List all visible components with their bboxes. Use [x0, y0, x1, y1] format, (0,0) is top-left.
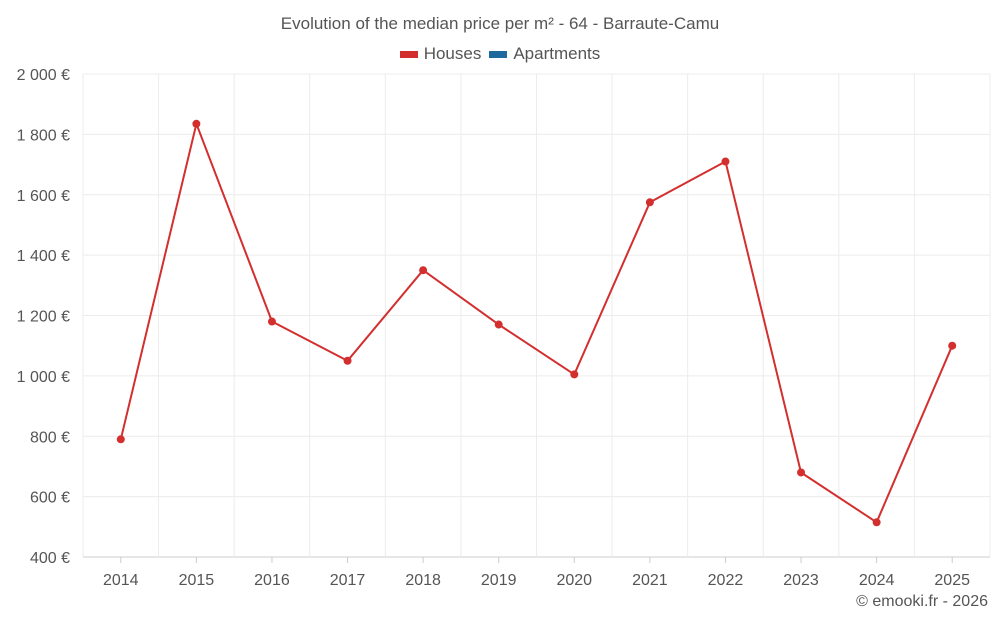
legend-label-apartments: Apartments — [513, 44, 601, 63]
data-point-houses — [192, 119, 201, 128]
y-tick-label: 1 800 € — [17, 127, 70, 144]
series-houses — [116, 119, 957, 527]
data-point-houses — [116, 435, 125, 444]
y-tick-label: 600 € — [30, 490, 70, 507]
legend-item-houses[interactable]: Houses — [399, 44, 482, 64]
chart-legend: Houses Apartments — [0, 44, 1000, 64]
data-point-houses — [948, 341, 957, 350]
x-tick-label: 2015 — [179, 572, 215, 589]
x-tick-label: 2019 — [481, 572, 517, 589]
x-tick-label: 2022 — [708, 572, 744, 589]
legend-swatch-apartments — [489, 50, 508, 58]
data-point-houses — [419, 266, 428, 275]
data-point-houses — [797, 468, 806, 477]
data-point-houses — [267, 317, 276, 326]
x-tick-label: 2016 — [254, 572, 290, 589]
data-point-houses — [494, 320, 503, 329]
x-tick-label: 2018 — [405, 572, 441, 589]
footer-credit: © emooki.fr - 2026 — [856, 593, 988, 610]
x-tick-label: 2020 — [556, 572, 592, 589]
y-tick-label: 1 600 € — [17, 188, 70, 205]
y-tick-label: 800 € — [30, 429, 70, 446]
x-tick-label: 2024 — [859, 572, 895, 589]
data-point-houses — [570, 370, 579, 379]
x-tick-label: 2017 — [330, 572, 366, 589]
y-tick-label: 1 000 € — [17, 369, 70, 386]
grid — [82, 73, 991, 558]
legend-swatch-houses — [399, 50, 418, 58]
data-point-houses — [645, 198, 654, 207]
x-tick-label: 2014 — [103, 572, 139, 589]
series-line-houses — [119, 122, 954, 524]
y-tick-label: 400 € — [30, 550, 70, 567]
legend-item-apartments[interactable]: Apartments — [489, 44, 600, 64]
x-tick-label: 2023 — [783, 572, 819, 589]
x-tick-label: 2021 — [632, 572, 668, 589]
x-tick-label: 2025 — [934, 572, 970, 589]
data-point-houses — [721, 157, 730, 166]
chart-title: Evolution of the median price per m² - 6… — [280, 14, 720, 33]
y-tick-label: 1 200 € — [17, 309, 70, 326]
y-tick-label: 1 400 € — [17, 248, 70, 265]
axes: 400 € 600 € 800 € 1 000 € 1 200 € 1 400 € 1 60… — [17, 67, 970, 589]
data-point-houses — [343, 356, 352, 365]
legend-label-houses: Houses — [423, 44, 482, 63]
y-tick-label: 2 000 € — [17, 67, 70, 84]
data-point-houses — [872, 518, 881, 527]
